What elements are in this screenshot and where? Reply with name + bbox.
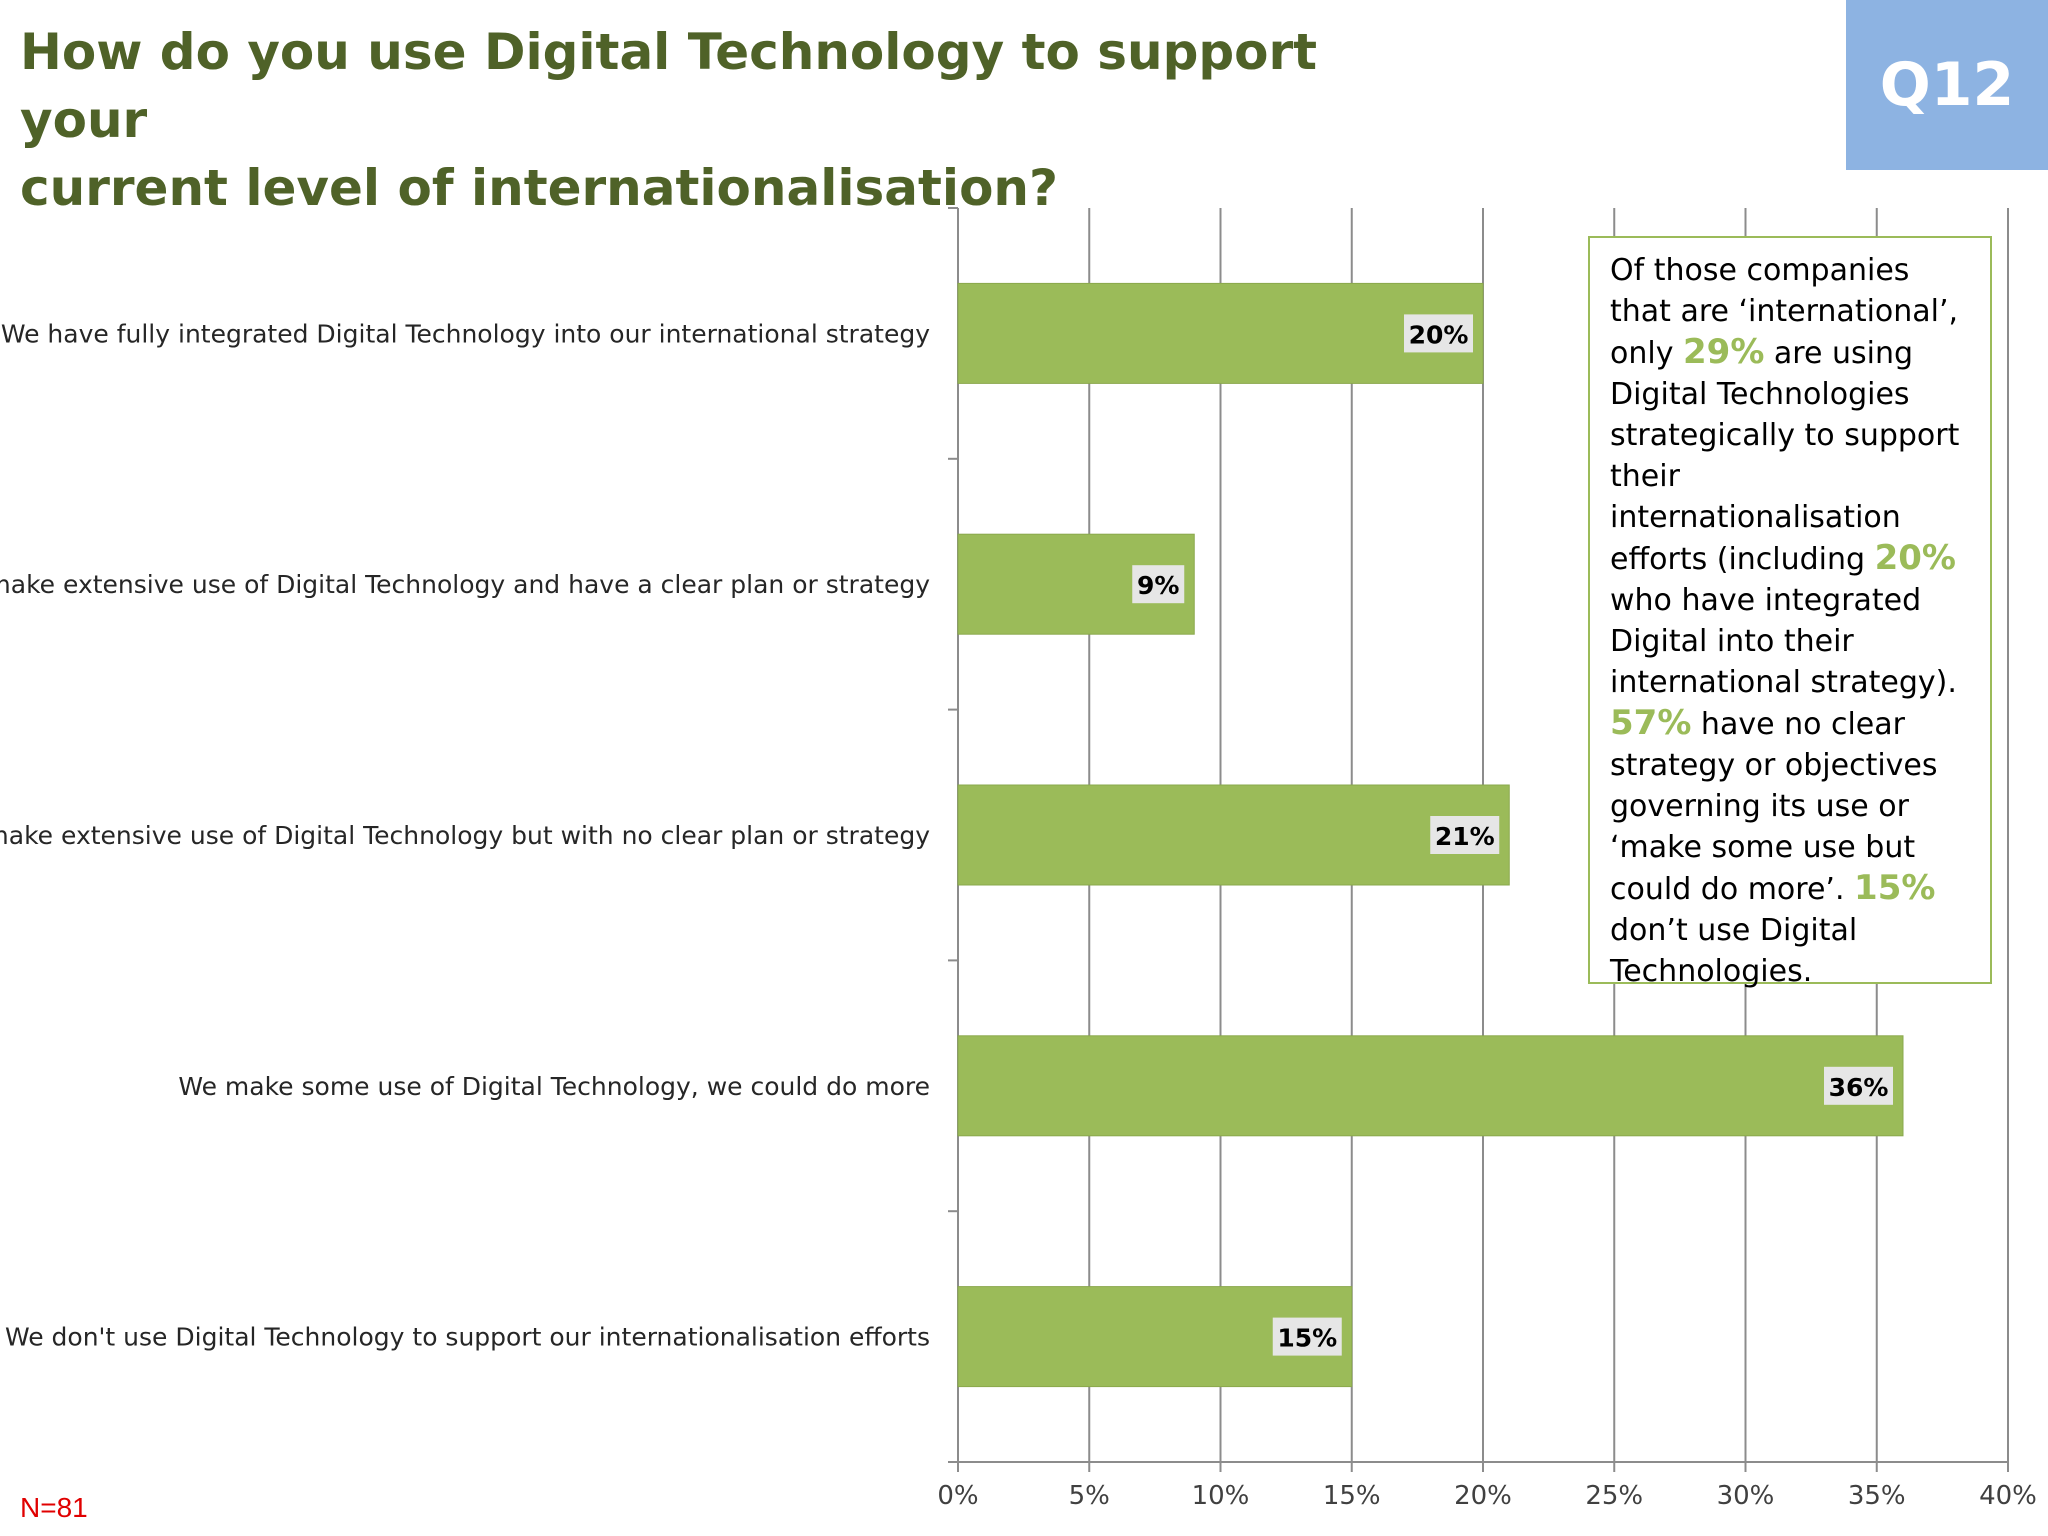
note-highlight-57: 57% <box>1610 703 1692 743</box>
title-line-2: current level of internationalisation? <box>20 159 1059 217</box>
data-label-background <box>1272 1317 1342 1356</box>
title-line-1: How do you use Digital Technology to sup… <box>20 23 1318 149</box>
x-tick-label: 30% <box>1717 1481 1775 1511</box>
summary-note-box: Of those companies that are ‘internation… <box>1588 236 1992 989</box>
data-label-background <box>1430 816 1500 854</box>
data-label: 21% <box>1435 822 1495 851</box>
data-label-background <box>1404 314 1473 353</box>
category-label: We don't use Digital Technology to suppo… <box>5 1323 930 1352</box>
x-tick-label: 25% <box>1585 1481 1643 1511</box>
category-label: We make extensive use of Digital Technol… <box>0 570 930 599</box>
note-highlight-15: 15% <box>1854 868 1936 908</box>
note-highlight-20: 20% <box>1874 538 1956 578</box>
category-label: We make some use of Digital Technology, … <box>178 1072 930 1101</box>
x-tick-label: 5% <box>1069 1481 1110 1511</box>
bar <box>957 784 1510 886</box>
page-title: How do you use Digital Technology to sup… <box>20 18 1320 222</box>
data-label: 36% <box>1829 1073 1889 1102</box>
data-label-background <box>1824 1066 1893 1105</box>
data-label: 15% <box>1277 1324 1337 1353</box>
sample-size-label: N=81 <box>20 1492 88 1523</box>
note-text-1: Of those companies that are ‘internation… <box>1610 253 1959 371</box>
data-label: 9% <box>1137 571 1179 600</box>
bar <box>957 1035 1904 1137</box>
question-number-badge: Q12 <box>1846 0 2048 170</box>
data-label: 20% <box>1409 320 1469 349</box>
bar <box>957 282 1484 384</box>
category-label: We make extensive use of Digital Technol… <box>0 821 930 850</box>
note-text-2: are using Digital Technologies strategic… <box>1610 336 1960 577</box>
x-tick-label: 0% <box>937 1481 978 1511</box>
data-label-background <box>1132 565 1185 604</box>
note-text-3: who have integrated Digital into their i… <box>1610 583 1957 700</box>
x-tick-label: 35% <box>1848 1481 1906 1511</box>
x-tick-label: 20% <box>1454 1481 1512 1511</box>
x-tick-label: 10% <box>1192 1481 1250 1511</box>
x-tick-label: 40% <box>1979 1481 2037 1511</box>
note-highlight-29: 29% <box>1683 332 1765 372</box>
note-text-4: have no clear strategy or objectives gov… <box>1610 707 1938 907</box>
x-tick-label: 15% <box>1323 1481 1381 1511</box>
category-label: We have fully integrated Digital Technol… <box>1 319 930 348</box>
note-text-5: don’t use Digital Technologies. <box>1610 913 1858 989</box>
